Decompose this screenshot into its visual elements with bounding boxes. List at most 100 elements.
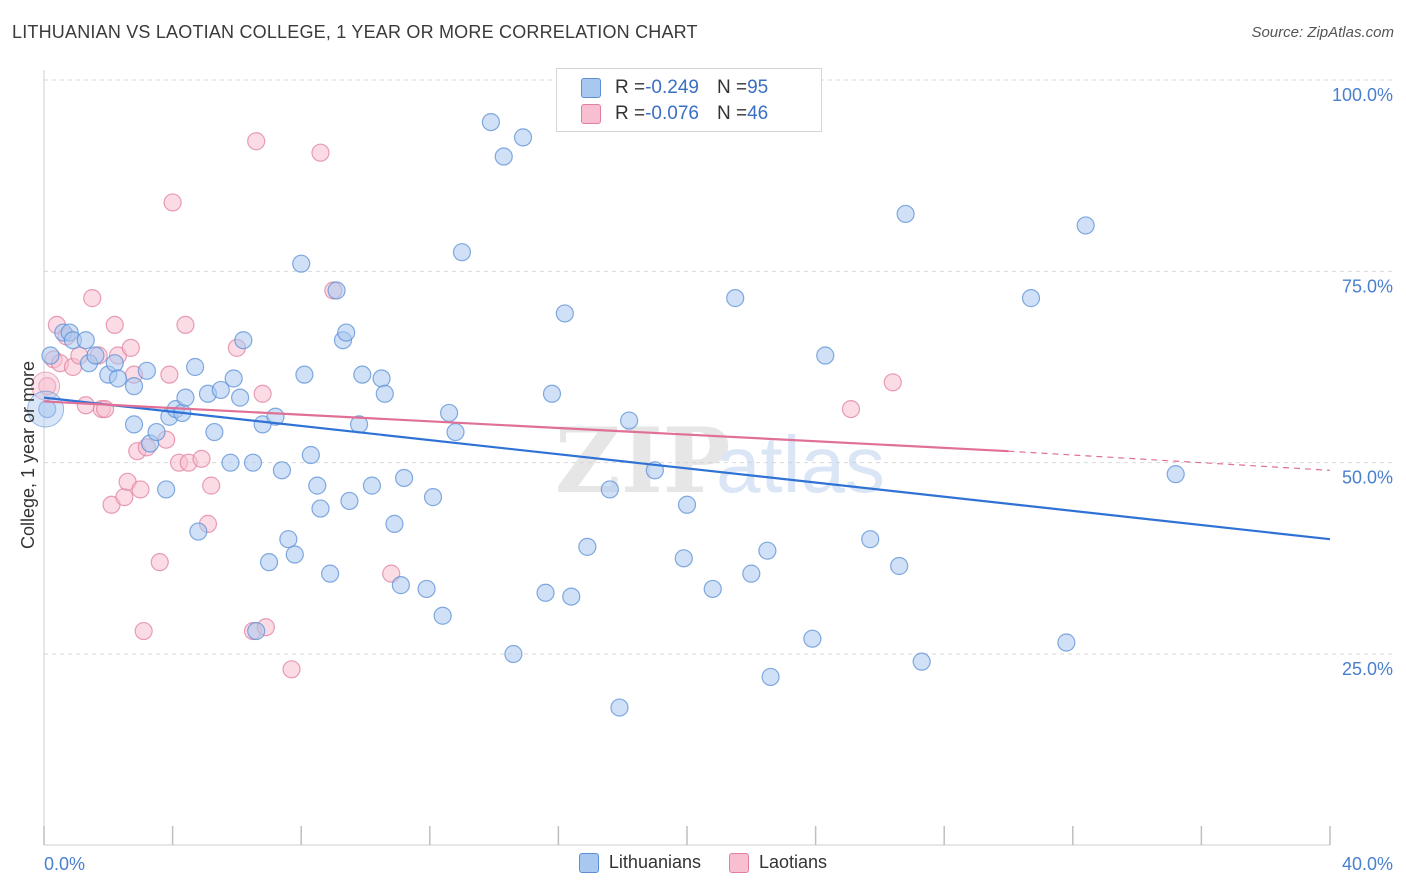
- lithuanian-point: [189, 522, 208, 541]
- watermark-atlas: atlas: [716, 420, 885, 509]
- lithuanian-point: [417, 579, 436, 599]
- lithuanian-point: [674, 549, 693, 568]
- lithuanian-point: [803, 629, 822, 648]
- legend-n-label: N =: [716, 77, 748, 98]
- lithuanian-point: [301, 445, 320, 465]
- lithuanian-point: [912, 652, 931, 671]
- legend-r-value: -0.249: [645, 77, 699, 98]
- laotian-point: [192, 449, 211, 468]
- lithuanian-point: [340, 491, 359, 511]
- legend-n-value: 46: [747, 103, 769, 124]
- lithuanian-point: [562, 587, 581, 606]
- lithuanian-point: [176, 388, 195, 407]
- lithuanian-point: [610, 698, 629, 717]
- lithuanian-point: [321, 564, 340, 583]
- y-tick-label: 25.0%: [1342, 659, 1393, 679]
- laotian-point: [134, 621, 153, 641]
- lithuanian-point: [231, 388, 250, 407]
- lithuanian-point: [224, 369, 243, 388]
- lithuanian-point: [327, 281, 346, 300]
- lithuanian-point: [555, 304, 574, 323]
- lithuanian-point: [890, 556, 909, 576]
- lithuanians-points: [27, 112, 1185, 717]
- lithuanian-point: [259, 553, 279, 572]
- lithuanian-point: [742, 564, 761, 583]
- lithuanian-point: [124, 415, 144, 434]
- lithuanian-point: [76, 331, 95, 350]
- lithuanian-point: [1057, 633, 1076, 652]
- lithuanian-point: [452, 243, 472, 262]
- laotian-point: [202, 476, 221, 495]
- legend-label-laotians: Laotians: [759, 852, 828, 872]
- legend-row-laotians: R = -0.076 N = 46: [581, 102, 768, 126]
- lithuanian-point: [247, 621, 266, 641]
- trend-lines: [43, 396, 1331, 541]
- laotian-point: [176, 315, 195, 335]
- tick-labels: 25.0% 50.0% 75.0% 100.0% 0.0% 40.0%: [44, 85, 1393, 874]
- legend-n-value: 95: [747, 77, 769, 98]
- y-axis-label: College, 1 year or more: [18, 361, 38, 549]
- lithuanian-point: [439, 403, 459, 423]
- lithuanian-point: [157, 480, 176, 499]
- lithuanian-point: [861, 530, 880, 549]
- laotian-point: [311, 143, 330, 162]
- laotian-point: [160, 365, 179, 384]
- lithuanian-point: [279, 530, 298, 549]
- laotian-point: [150, 553, 169, 572]
- lithuanian-point: [677, 495, 697, 514]
- lithuanian-point: [108, 369, 128, 388]
- lithuanian-point: [186, 357, 205, 377]
- lithuanian-point: [1076, 216, 1095, 235]
- lithuanian-point: [337, 323, 356, 342]
- lithuanian-point: [433, 606, 452, 625]
- lithuanian-point: [308, 476, 327, 495]
- lithuanian-point: [446, 422, 465, 442]
- lithuanian-point: [542, 384, 562, 403]
- laotian-point: [121, 338, 140, 357]
- y-tick-label: 100.0%: [1332, 85, 1393, 105]
- legend-r-label: R =: [615, 77, 646, 98]
- legend-item-laotians[interactable]: Laotians: [729, 852, 827, 873]
- legend-label-lithuanians: Lithuanians: [608, 852, 701, 872]
- axes: [43, 70, 1331, 846]
- watermark-zip: ZIP: [555, 408, 730, 514]
- lithuanian-point: [86, 346, 105, 365]
- laotians-trend-extension: [1008, 450, 1331, 471]
- lithuanian-point: [761, 667, 780, 687]
- lithuanian-point: [703, 579, 722, 599]
- lithuanian-point: [896, 204, 915, 224]
- x-tick-label: 40.0%: [1342, 854, 1393, 874]
- correlation-legend: R = -0.249 N = 95 R = -0.076 N = 46: [556, 68, 822, 132]
- legend-swatch-laotians: [581, 104, 601, 124]
- lithuanian-point: [105, 354, 124, 373]
- legend-item-lithuanians[interactable]: Lithuanians: [578, 852, 701, 873]
- watermark: ZIP atlas: [555, 408, 885, 514]
- lithuanian-point: [423, 488, 443, 507]
- lithuanian-point: [385, 514, 404, 533]
- lithuanian-point: [578, 537, 597, 556]
- lithuanian-point: [372, 369, 391, 388]
- lithuanian-point: [362, 476, 382, 495]
- legend-swatch-lithuanians: [581, 78, 601, 98]
- lithuanian-point: [1166, 465, 1185, 484]
- legend-swatch-laotians: [729, 852, 749, 873]
- chart-title: LITHUANIAN VS LAOTIAN COLLEGE, 1 YEAR OR…: [12, 22, 698, 42]
- laotian-point: [247, 132, 266, 151]
- lithuanian-point: [234, 331, 253, 350]
- x-tick-label: 0.0%: [44, 854, 85, 874]
- lithuanian-point: [504, 644, 523, 664]
- gridlines: [44, 79, 1392, 655]
- legend-r-label: R =: [615, 103, 646, 124]
- laotian-point: [105, 315, 124, 335]
- y-tick-label: 50.0%: [1342, 468, 1393, 488]
- laotian-point: [253, 384, 272, 403]
- legend-row-lithuanians: R = -0.249 N = 95: [581, 76, 768, 100]
- series-legend: Lithuanians Laotians: [0, 852, 1406, 873]
- lithuanian-point: [205, 422, 224, 442]
- laotian-point: [282, 660, 301, 679]
- lithuanian-point: [137, 361, 156, 380]
- lithuanian-point: [211, 380, 230, 400]
- laotian-point: [38, 377, 57, 396]
- lithuanian-point: [481, 112, 500, 132]
